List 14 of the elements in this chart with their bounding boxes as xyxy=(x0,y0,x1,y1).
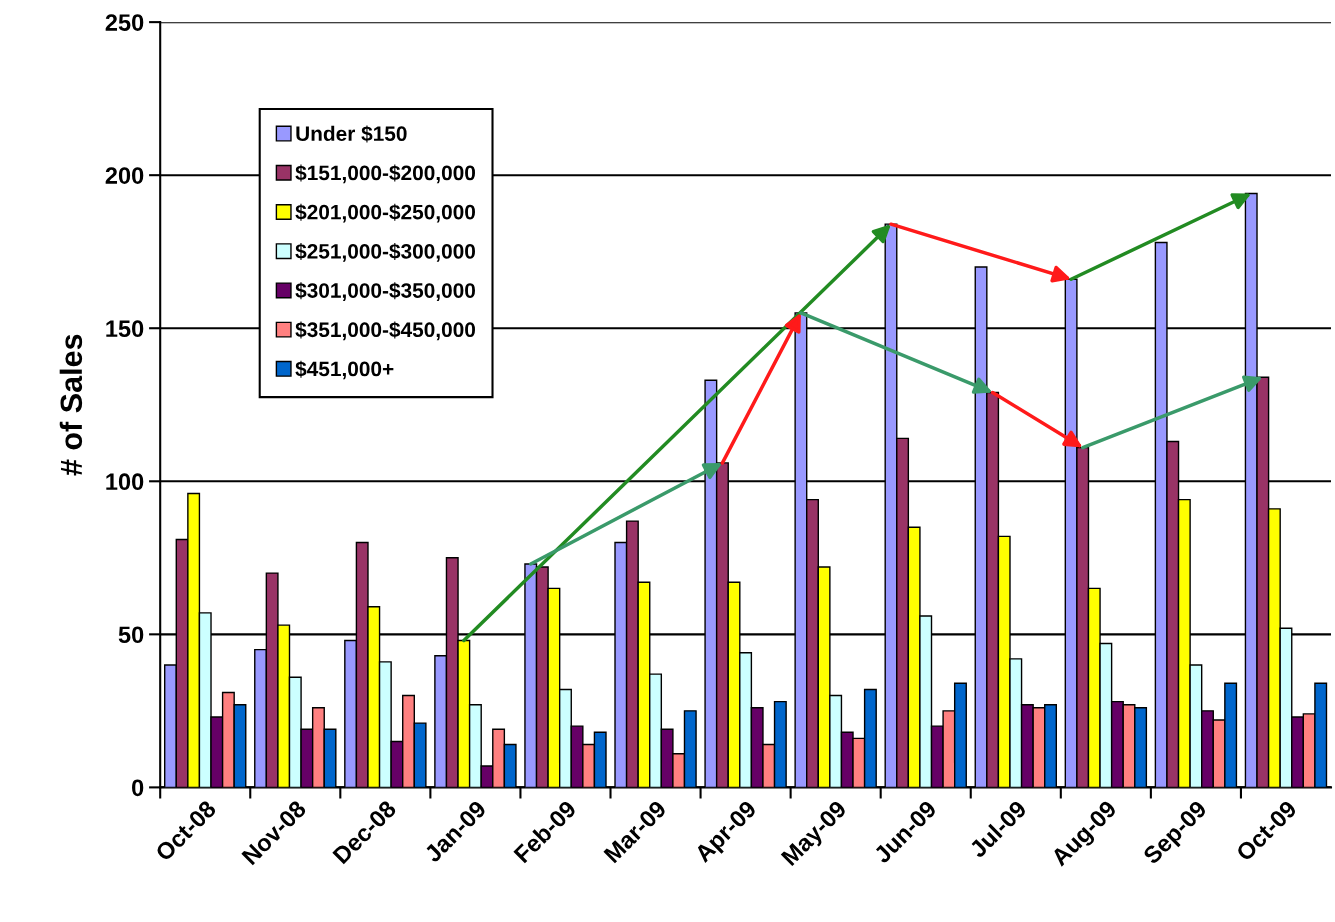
y-tick-label: 200 xyxy=(105,167,144,184)
legend-label: $201,000-$250,000 xyxy=(295,203,476,223)
y-tick-label: 0 xyxy=(132,779,144,797)
legend-label: $451,000+ xyxy=(295,360,394,380)
y-tick-label: 100 xyxy=(106,473,144,491)
legend-label: $151,000-$200,000 xyxy=(295,164,476,184)
y-tick-label: 50 xyxy=(118,626,144,644)
y-axis-title: # of Sales xyxy=(59,334,83,476)
legend-label: $351,000-$450,000 xyxy=(295,321,476,341)
y-tick-label: 250 xyxy=(105,14,144,31)
legend-label: $251,000-$300,000 xyxy=(295,243,476,262)
legend-label: Under $150 xyxy=(296,125,407,143)
y-tick-label: 150 xyxy=(106,320,144,338)
legend-label: $301,000-$350,000 xyxy=(295,282,476,301)
